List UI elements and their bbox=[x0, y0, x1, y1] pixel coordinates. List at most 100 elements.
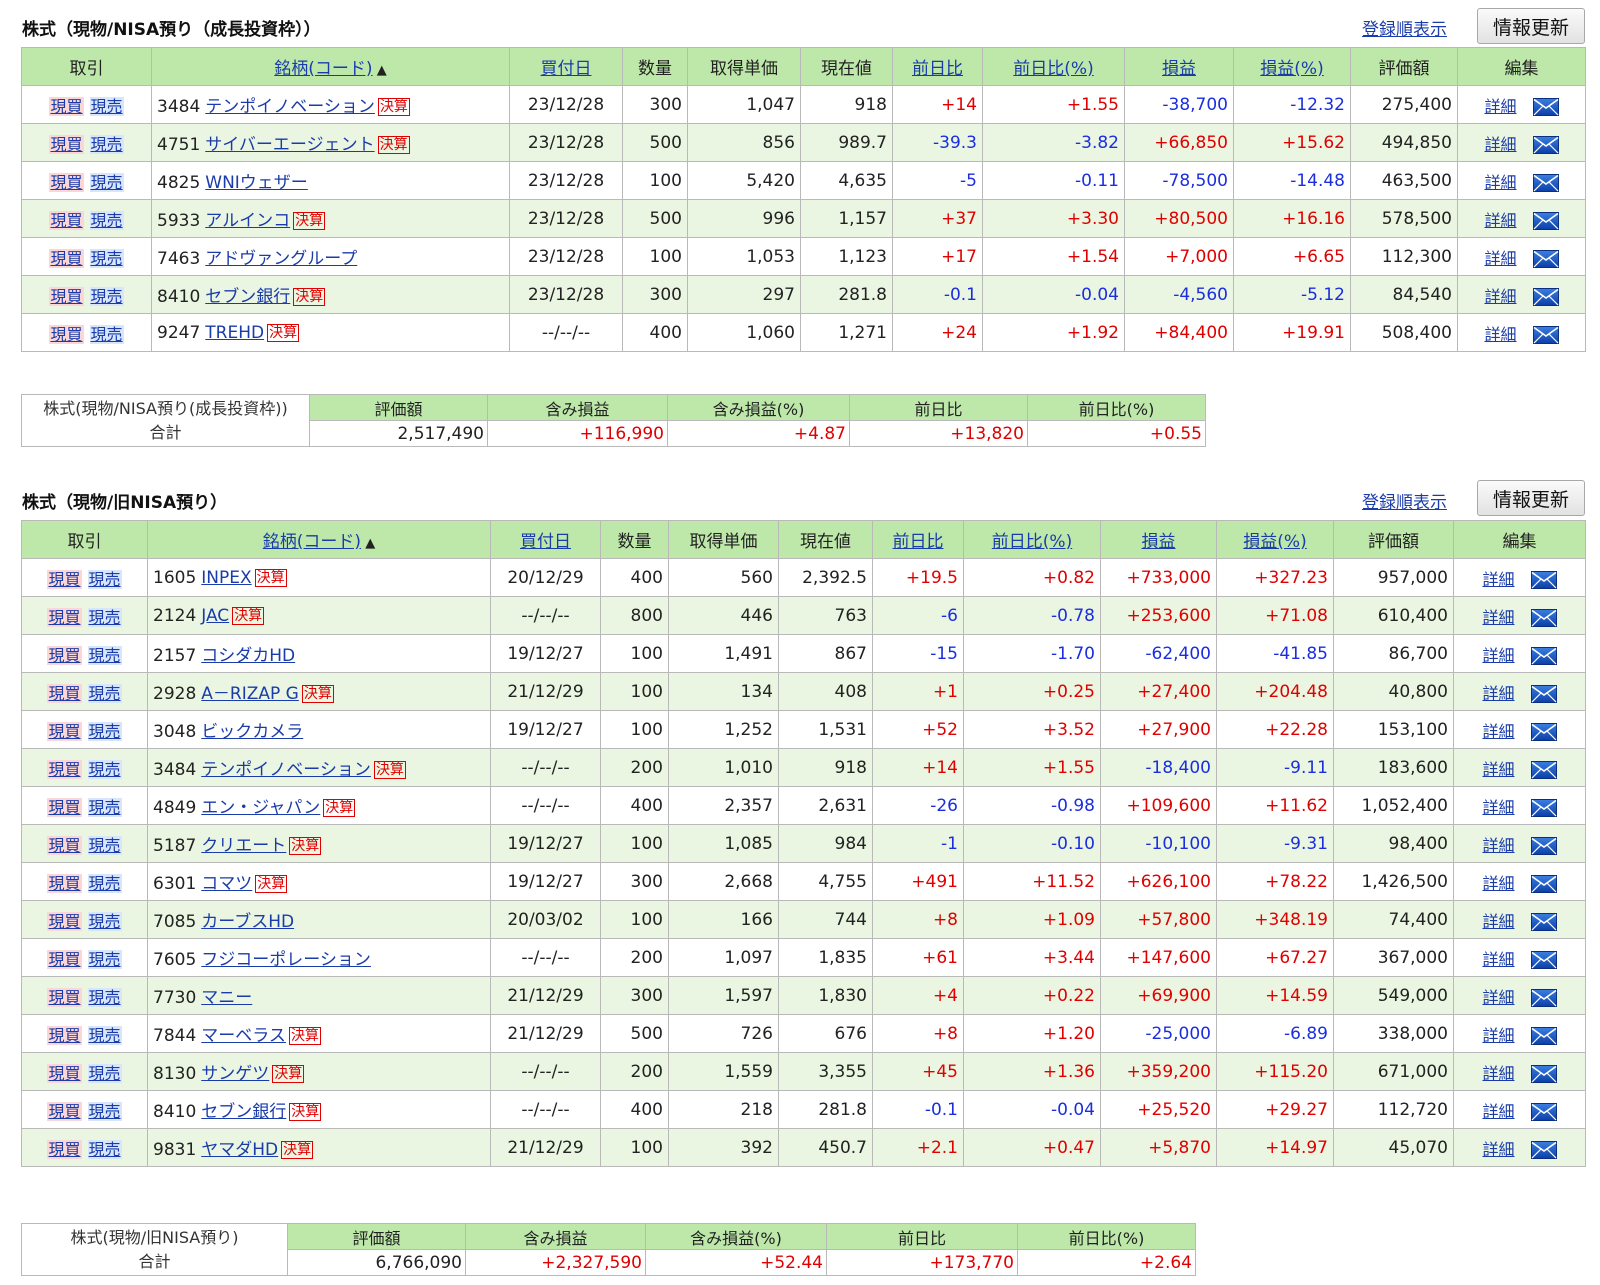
sell-button[interactable]: 現売 bbox=[87, 721, 122, 741]
stock-name-link[interactable]: ビックカメラ bbox=[201, 722, 304, 742]
stock-name-link[interactable]: A－RIZAP G bbox=[201, 684, 299, 704]
refresh-button[interactable]: 情報更新 bbox=[1477, 8, 1585, 44]
stock-name-link[interactable]: コマツ bbox=[201, 874, 253, 894]
sort-link-change-pct[interactable]: 前日比(%) bbox=[991, 532, 1073, 552]
detail-link[interactable]: 詳細 bbox=[1482, 1139, 1515, 1159]
sell-button[interactable]: 現売 bbox=[87, 759, 122, 779]
mail-envelope-icon[interactable] bbox=[1532, 135, 1559, 154]
sell-button[interactable]: 現売 bbox=[87, 949, 122, 969]
mail-envelope-icon[interactable] bbox=[1530, 1026, 1557, 1045]
detail-link[interactable]: 詳細 bbox=[1484, 172, 1517, 192]
sort-link-change-pct[interactable]: 前日比(%) bbox=[1013, 59, 1094, 79]
mail-envelope-icon[interactable] bbox=[1532, 325, 1559, 344]
mail-envelope-icon[interactable] bbox=[1530, 570, 1557, 589]
buy-button[interactable]: 現買 bbox=[47, 835, 82, 855]
column-header-change[interactable]: 前日比 bbox=[892, 47, 983, 86]
buy-button[interactable]: 現買 bbox=[47, 987, 82, 1007]
column-header-profit-loss-pct[interactable]: 損益(%) bbox=[1233, 47, 1351, 86]
stock-name-link[interactable]: テンポイノベーション bbox=[201, 760, 371, 780]
stock-name-link[interactable]: テンポイノベーション bbox=[205, 97, 375, 117]
sort-link-buy-date[interactable]: 買付日 bbox=[540, 59, 592, 79]
detail-link[interactable]: 詳細 bbox=[1482, 683, 1515, 703]
mail-envelope-icon[interactable] bbox=[1530, 760, 1557, 779]
mail-envelope-icon[interactable] bbox=[1530, 1064, 1557, 1083]
buy-button[interactable]: 現買 bbox=[47, 797, 82, 817]
buy-button[interactable]: 現買 bbox=[47, 949, 82, 969]
buy-button[interactable]: 現買 bbox=[47, 1063, 82, 1083]
earnings-badge[interactable]: 決算 bbox=[293, 212, 326, 230]
sell-button[interactable]: 現売 bbox=[87, 683, 122, 703]
stock-name-link[interactable]: WNIウェザー bbox=[205, 173, 308, 193]
sort-link-stock[interactable]: 銘柄(コード) bbox=[262, 532, 362, 552]
detail-link[interactable]: 詳細 bbox=[1482, 949, 1515, 969]
refresh-button[interactable]: 情報更新 bbox=[1477, 480, 1585, 516]
earnings-badge[interactable]: 決算 bbox=[288, 1027, 321, 1045]
sell-button[interactable]: 現売 bbox=[87, 607, 122, 627]
stock-name-link[interactable]: マニー bbox=[201, 988, 253, 1008]
earnings-badge[interactable]: 決算 bbox=[323, 799, 356, 817]
mail-envelope-icon[interactable] bbox=[1530, 646, 1557, 665]
detail-link[interactable]: 詳細 bbox=[1484, 248, 1517, 268]
sort-link-profit-loss-pct[interactable]: 損益(%) bbox=[1260, 59, 1324, 79]
column-header-stock[interactable]: 銘柄(コード) ▲ bbox=[151, 47, 510, 86]
column-header-buy-date[interactable]: 買付日 bbox=[490, 520, 601, 559]
column-header-change-pct[interactable]: 前日比(%) bbox=[982, 47, 1125, 86]
stock-name-link[interactable]: セブン銀行 bbox=[201, 1102, 287, 1122]
sell-button[interactable]: 現売 bbox=[89, 324, 124, 344]
mail-envelope-icon[interactable] bbox=[1532, 249, 1559, 268]
mail-envelope-icon[interactable] bbox=[1530, 912, 1557, 931]
sort-link-stock[interactable]: 銘柄(コード) bbox=[274, 59, 373, 79]
sort-link-change[interactable]: 前日比 bbox=[912, 59, 963, 79]
sell-button[interactable]: 現売 bbox=[87, 911, 122, 931]
stock-name-link[interactable]: サンゲツ bbox=[201, 1064, 270, 1084]
detail-link[interactable]: 詳細 bbox=[1484, 134, 1517, 154]
earnings-badge[interactable]: 決算 bbox=[301, 685, 334, 703]
sell-button[interactable]: 現売 bbox=[87, 645, 122, 665]
buy-button[interactable]: 現買 bbox=[47, 1025, 82, 1045]
column-header-change-pct[interactable]: 前日比(%) bbox=[963, 520, 1101, 559]
buy-button[interactable]: 現買 bbox=[49, 134, 84, 154]
buy-button[interactable]: 現買 bbox=[49, 172, 84, 192]
detail-link[interactable]: 詳細 bbox=[1482, 873, 1515, 893]
sort-link-buy-date[interactable]: 買付日 bbox=[520, 532, 571, 552]
stock-name-link[interactable]: エン・ジャパン bbox=[201, 798, 321, 818]
mail-envelope-icon[interactable] bbox=[1530, 1102, 1557, 1121]
detail-link[interactable]: 詳細 bbox=[1484, 286, 1517, 306]
sell-button[interactable]: 現売 bbox=[87, 797, 122, 817]
stock-name-link[interactable]: コシダカHD bbox=[201, 646, 296, 666]
earnings-badge[interactable]: 決算 bbox=[373, 761, 406, 779]
earnings-badge[interactable]: 決算 bbox=[281, 1141, 314, 1159]
sell-button[interactable]: 現売 bbox=[87, 1063, 122, 1083]
column-header-profit-loss[interactable]: 損益 bbox=[1124, 47, 1234, 86]
buy-button[interactable]: 現買 bbox=[47, 569, 82, 589]
buy-button[interactable]: 現買 bbox=[47, 1139, 82, 1159]
sort-link-change[interactable]: 前日比 bbox=[892, 532, 944, 552]
buy-button[interactable]: 現買 bbox=[49, 96, 84, 116]
buy-button[interactable]: 現買 bbox=[47, 607, 82, 627]
column-header-change[interactable]: 前日比 bbox=[872, 520, 964, 559]
earnings-badge[interactable]: 決算 bbox=[254, 568, 287, 587]
buy-button[interactable]: 現買 bbox=[47, 683, 82, 703]
buy-button[interactable]: 現買 bbox=[47, 645, 82, 665]
earnings-badge[interactable]: 決算 bbox=[293, 288, 326, 306]
column-header-profit-loss-pct[interactable]: 損益(%) bbox=[1216, 520, 1334, 559]
mail-envelope-icon[interactable] bbox=[1532, 173, 1559, 192]
stock-name-link[interactable]: アドヴァングループ bbox=[205, 249, 358, 269]
sell-button[interactable]: 現売 bbox=[87, 1025, 122, 1045]
sell-button[interactable]: 現売 bbox=[87, 873, 122, 893]
detail-link[interactable]: 詳細 bbox=[1482, 797, 1515, 817]
buy-button[interactable]: 現買 bbox=[49, 248, 84, 268]
mail-envelope-icon[interactable] bbox=[1530, 874, 1557, 893]
buy-button[interactable]: 現買 bbox=[47, 759, 82, 779]
detail-link[interactable]: 詳細 bbox=[1482, 759, 1515, 779]
stock-name-link[interactable]: TREHD bbox=[205, 322, 265, 343]
detail-link[interactable]: 詳細 bbox=[1482, 645, 1515, 665]
detail-link[interactable]: 詳細 bbox=[1482, 987, 1515, 1007]
sell-button[interactable]: 現売 bbox=[89, 286, 124, 306]
sell-button[interactable]: 現売 bbox=[87, 569, 122, 589]
earnings-badge[interactable]: 決算 bbox=[377, 136, 410, 154]
stock-name-link[interactable]: フジコーポレーション bbox=[201, 950, 371, 970]
detail-link[interactable]: 詳細 bbox=[1482, 1101, 1515, 1121]
sell-button[interactable]: 現売 bbox=[87, 835, 122, 855]
stock-name-link[interactable]: サイバーエージェント bbox=[205, 135, 375, 155]
